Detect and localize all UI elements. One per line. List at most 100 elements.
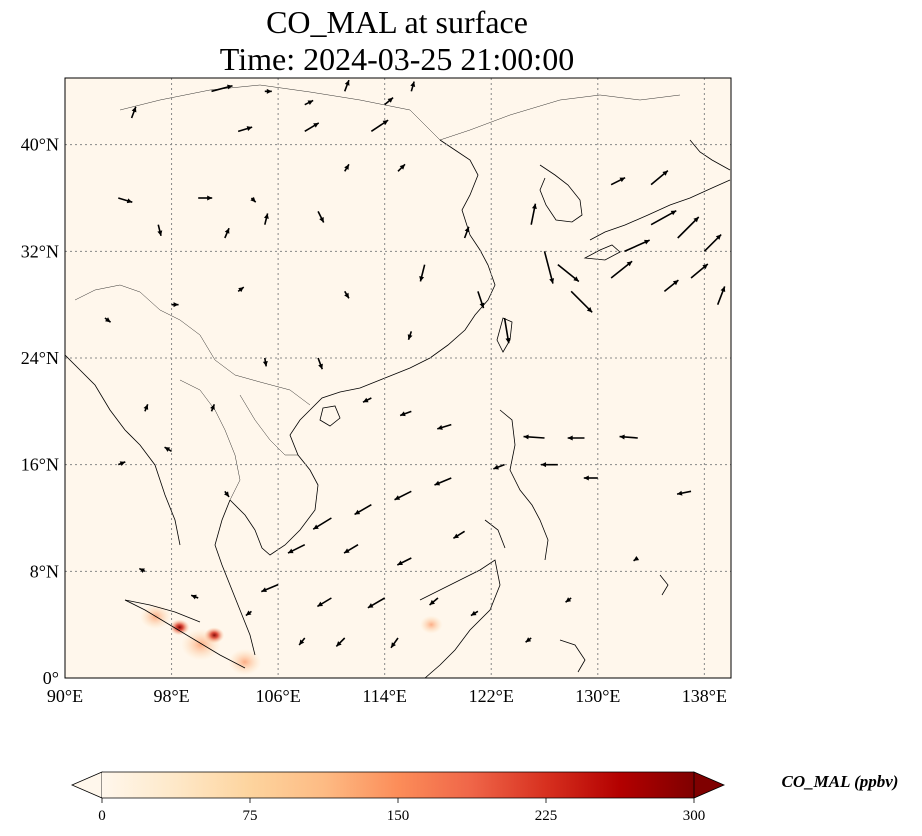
wind-vector [541,462,558,468]
colorbar-ticks: 0 75 150 225 300 [98,798,705,824]
wind-vector [452,530,466,540]
wind-vector [557,264,580,283]
lat-tick-label: 0° [43,668,59,688]
wind-vectors [104,79,726,649]
concentration-hotspot [181,628,221,661]
wind-vector [190,594,199,600]
wind-vector [434,477,452,486]
wind-vector [164,446,172,453]
wind-vector [118,197,133,204]
lon-tick-label: 90°E [47,686,83,706]
wind-vector [210,404,216,412]
wind-vector [312,517,332,530]
wind-vector [410,81,416,92]
wind-vector [157,224,163,237]
wind-vector [304,122,320,133]
wind-vector [429,597,439,606]
wind-vector [477,291,485,309]
lon-tick-label: 138°E [682,686,727,706]
wind-vector [650,209,677,226]
wind-vector [394,490,412,501]
wind-vector [399,410,412,417]
wind-vector [263,213,269,225]
lat-tick-label: 16°N [21,455,59,475]
lat-tick-label: 32°N [21,241,59,261]
chart-title-line1: CO_MAL at surface [266,4,528,40]
colorbar: 0 75 150 225 300 CO_MAL (ppbv) [70,771,899,824]
wind-vector [570,290,593,313]
colorbar-tick-label: 150 [387,808,410,824]
wind-vector [171,302,179,308]
coastlines [65,139,731,678]
wind-vector [354,503,372,516]
wind-vector [523,434,545,440]
wind-vector [663,279,679,292]
wind-vector [304,99,314,106]
wind-vector [317,210,325,223]
gridlines [65,78,731,678]
wind-vector [384,97,394,106]
colorbar-extend-min [70,771,103,799]
wind-vector [530,203,537,225]
wind-vector [419,264,426,282]
wind-vector [316,597,332,608]
wind-vector [437,423,452,430]
wind-vector [262,357,268,367]
wind-vector [543,251,555,284]
wind-vector [619,434,638,440]
wind-vector [343,543,359,554]
wind-vector [344,163,350,172]
latitude-axis: 0° 8°N 16°N 24°N 32°N 40°N [21,135,59,688]
map-frame [64,77,732,679]
wind-vector [224,490,230,498]
longitude-axis: 90°E 98°E 106°E 114°E 122°E 130°E 138°E [47,686,727,706]
lon-tick-label: 106°E [256,686,301,706]
wind-vector [343,79,350,92]
colorbar-tick-label: 75 [243,808,258,824]
wind-vector [117,461,126,467]
country-borders [74,84,681,501]
wind-vector [237,126,253,133]
colorbar-extend-max [693,771,726,799]
colorbar-tick-label: 225 [535,808,558,824]
wind-vector [344,290,350,299]
lon-tick-label: 122°E [469,686,514,706]
wind-vector [104,317,112,323]
wind-vector [397,163,406,172]
wind-vector [677,216,700,239]
wind-vector [583,475,598,481]
wind-vector [567,435,585,441]
wind-vector [690,263,709,279]
concentration-hotspot [228,648,262,676]
chart-title-line2: Time: 2024-03-25 21:00:00 [220,41,574,77]
wind-vector [287,543,306,554]
lat-tick-label: 40°N [21,135,59,155]
concentration-hotspot [419,615,443,634]
wind-vector [493,463,505,470]
lat-tick-label: 8°N [30,561,59,581]
wind-vector [525,637,532,643]
wind-vector [610,260,633,279]
wind-vector [633,555,640,562]
wind-vector [362,397,372,403]
wind-vector [224,227,230,239]
wind-vector [367,597,386,609]
concentration-hotspot [169,619,190,636]
wind-vector [503,317,511,344]
colorbar-tick-label: 300 [683,808,706,824]
wind-vector [237,286,245,293]
colorbar-body [102,772,694,798]
wind-vector [211,84,233,93]
lon-tick-label: 98°E [153,686,189,706]
wind-vector [370,119,389,132]
wind-vector [335,637,346,647]
wind-vector [470,610,479,617]
wind-vector [703,233,722,252]
wind-vector [390,637,399,649]
lon-tick-label: 114°E [362,686,407,706]
wind-vector [407,331,413,340]
lat-tick-label: 24°N [21,348,59,368]
map-background [65,78,731,678]
colorbar-label: CO_MAL (ppbv) [782,772,899,791]
